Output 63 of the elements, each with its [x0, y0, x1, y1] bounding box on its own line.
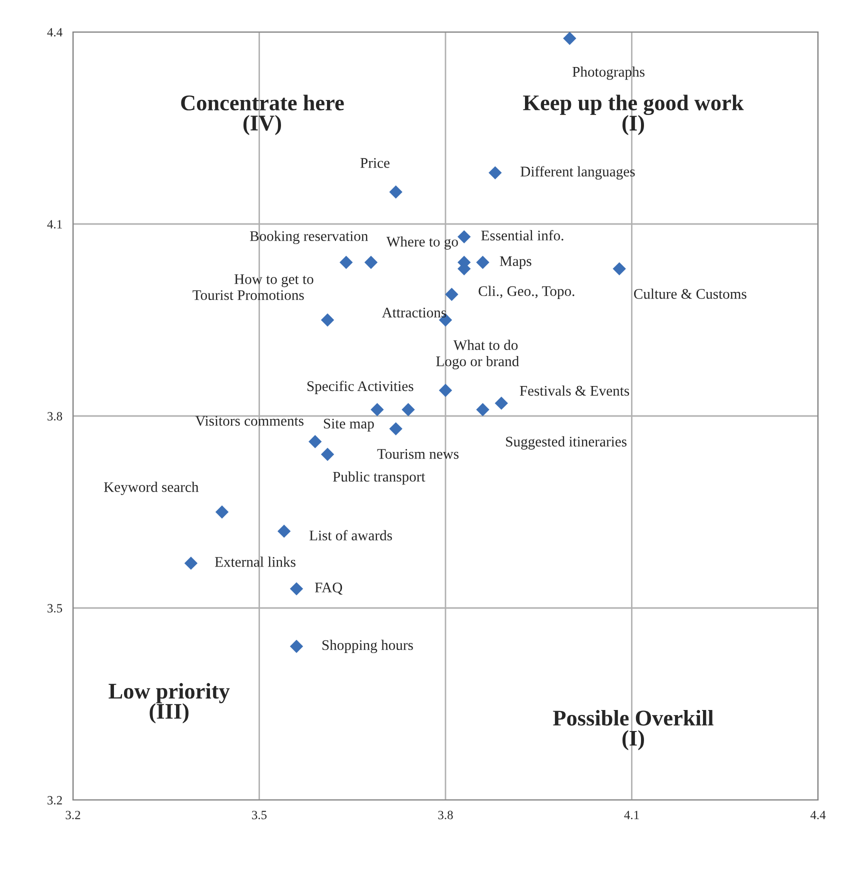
point	[612, 262, 626, 276]
point	[563, 32, 576, 45]
annotation: Different languages	[520, 166, 635, 180]
annotation: Where to go	[386, 236, 458, 250]
x-tick-label: 3.2	[66, 810, 80, 820]
annotation: How to get to	[234, 274, 314, 288]
annotation: FAQ	[314, 582, 342, 595]
point	[340, 256, 353, 269]
point	[184, 556, 198, 570]
point	[308, 435, 322, 448]
annotation: Shopping hours	[322, 640, 413, 654]
y-tick-label: 4.4	[47, 28, 62, 37]
y-tick-label: 3.5	[48, 604, 62, 613]
annotation: Essential info.	[481, 230, 564, 241]
annotation: Keep up the good work (I)	[523, 94, 744, 136]
point	[476, 256, 490, 269]
annotation: What to do	[453, 340, 518, 350]
annotation: Low priority (III)	[108, 683, 230, 724]
point	[320, 313, 334, 327]
annotation: Price	[360, 158, 390, 168]
annotation: List of awards	[310, 530, 392, 540]
annotation: Visitors comments	[195, 416, 304, 426]
point	[488, 166, 502, 180]
annotation: Maps	[500, 256, 532, 270]
annotation: Suggested itineraries	[506, 436, 627, 450]
annotation: Photographs	[572, 66, 644, 80]
point	[215, 505, 229, 519]
annotation: Site map	[324, 418, 374, 432]
point	[370, 403, 384, 416]
point	[364, 256, 378, 269]
point	[277, 524, 291, 538]
annotation: Tourist Promotions	[192, 290, 304, 300]
annotation: Attractions	[382, 308, 446, 318]
annotation: Booking reservation	[250, 230, 368, 244]
point	[389, 422, 402, 436]
point	[494, 396, 508, 410]
point	[476, 403, 490, 416]
annotation: Cli., Geo., Topo.	[478, 286, 574, 300]
y-tick-label: 3.2	[48, 796, 62, 805]
x-tick-label: 3.5	[252, 810, 267, 820]
annotation: Logo or brand	[436, 356, 519, 370]
point	[438, 384, 452, 397]
x-tick-label: 4.1	[624, 810, 639, 820]
annotation: Festivals & Events	[520, 385, 630, 396]
point	[402, 403, 415, 416]
annotation: Public transport	[332, 471, 426, 485]
annotation: Keyword search	[104, 482, 199, 496]
point	[389, 185, 402, 199]
x-tick-label: 4.4	[810, 810, 826, 820]
x-tick-label: 3.8	[438, 810, 453, 820]
annotation: Possible Overkill (I)	[553, 710, 714, 750]
point	[290, 640, 304, 653]
point	[458, 230, 471, 244]
point	[445, 288, 458, 301]
y-tick-label: 4.1	[47, 220, 62, 229]
annotation: Specific Activities	[307, 380, 414, 394]
point	[320, 448, 334, 461]
annotation: Culture & Customs	[634, 288, 746, 299]
annotation: Concentrate here (IV)	[181, 94, 344, 136]
annotation: Tourism news	[377, 449, 459, 459]
annotation: External links	[214, 556, 296, 567]
y-tick-label: 3.8	[48, 412, 62, 421]
point	[290, 582, 304, 596]
